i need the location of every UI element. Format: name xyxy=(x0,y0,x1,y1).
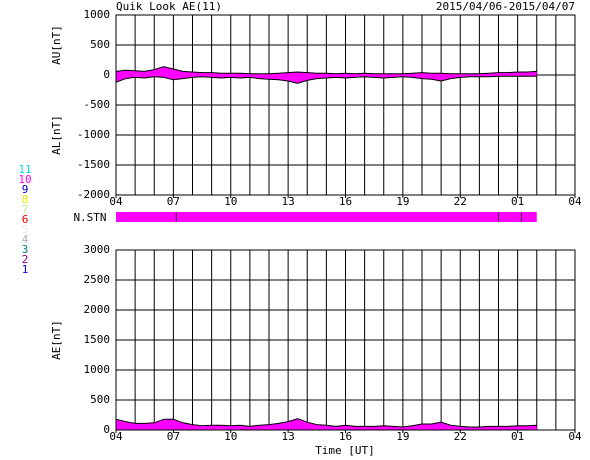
y-axis-label: AU[nT] xyxy=(50,25,63,65)
x-axis-label: Time [UT] xyxy=(315,444,375,457)
x-tick-label: 07 xyxy=(167,195,180,208)
y-tick-label: 2500 xyxy=(84,273,111,286)
y-tick-label: 2000 xyxy=(84,303,111,316)
x-tick-label: 22 xyxy=(454,430,467,443)
x-tick-label: 10 xyxy=(224,430,237,443)
x-tick-label: 01 xyxy=(511,195,524,208)
station-count: 2 xyxy=(22,253,29,266)
station-count: 6 xyxy=(22,213,29,226)
area xyxy=(116,75,537,84)
x-tick-label: 13 xyxy=(282,430,295,443)
y-tick-label: -500 xyxy=(84,98,111,111)
x-tick-label: 01 xyxy=(511,430,524,443)
plot-frame xyxy=(115,249,576,431)
x-tick-label: 13 xyxy=(282,195,295,208)
station-count: 1 xyxy=(22,263,29,276)
station-count: 3 xyxy=(22,243,29,256)
station-count: 10 xyxy=(18,173,31,186)
y-tick-label: 0 xyxy=(103,423,110,436)
y-tick-label: 500 xyxy=(90,393,110,406)
area-outline xyxy=(115,418,537,428)
y-tick-label: -2000 xyxy=(77,188,110,201)
x-tick-label: 04 xyxy=(568,195,582,208)
date-range: 2015/04/06-2015/04/07 xyxy=(436,0,575,13)
area-outline xyxy=(115,75,537,84)
station-count: 7 xyxy=(22,203,29,216)
y-axis-label: AE[nT] xyxy=(50,320,63,360)
x-tick-label: 07 xyxy=(167,430,180,443)
x-tick-label: 04 xyxy=(109,195,123,208)
y-tick-label: 1000 xyxy=(84,8,111,21)
y-tick-label: 1500 xyxy=(84,333,111,346)
station-count: 11 xyxy=(18,163,31,176)
y-tick-label: 3000 xyxy=(84,243,111,256)
station-label: N.STN xyxy=(73,211,106,224)
station-count: 9 xyxy=(22,183,29,196)
y-tick-label: 0 xyxy=(103,68,110,81)
x-tick-label: 19 xyxy=(396,195,409,208)
x-tick-label: 16 xyxy=(339,195,352,208)
y-tick-label: -1000 xyxy=(77,128,110,141)
station-count: 8 xyxy=(22,193,29,206)
area-outline xyxy=(115,66,537,75)
area xyxy=(116,418,537,430)
y-axis-label: AL[nT] xyxy=(50,115,63,155)
x-tick-label: 19 xyxy=(396,430,409,443)
station-bar xyxy=(116,212,537,222)
y-tick-label: -1500 xyxy=(77,158,110,171)
x-tick-label: 16 xyxy=(339,430,352,443)
x-tick-label: 04 xyxy=(568,430,582,443)
station-count: 4 xyxy=(22,233,29,246)
station-count: 5 xyxy=(22,223,29,236)
x-tick-label: 10 xyxy=(224,195,237,208)
x-tick-label: 04 xyxy=(109,430,123,443)
chart-title: Quik Look AE(11) xyxy=(116,0,222,13)
plot-frame xyxy=(115,14,576,196)
x-tick-label: 22 xyxy=(454,195,467,208)
y-tick-label: 500 xyxy=(90,38,110,51)
y-tick-label: 1000 xyxy=(84,363,111,376)
